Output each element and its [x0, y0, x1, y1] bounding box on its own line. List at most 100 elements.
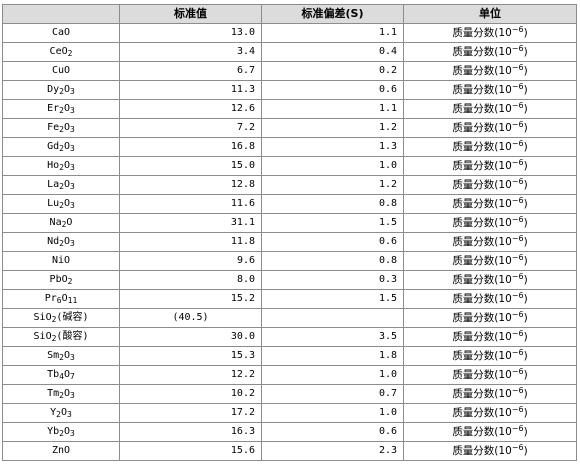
- unit-exponent: −6: [511, 63, 524, 72]
- component-text: Fe: [47, 122, 60, 133]
- unit-suffix: ): [523, 65, 528, 77]
- component-text: Yb: [47, 426, 60, 437]
- standard-deviation-cell: 1.5: [261, 213, 404, 233]
- standard-deviation-cell: 0.6: [261, 80, 404, 100]
- table-header-row: 标准值 标准偏差(S) 单位: [2, 4, 577, 24]
- standard-deviation-cell: [261, 308, 404, 328]
- standard-value-cell: 3.4: [119, 42, 262, 62]
- table-row: CaO 13.0 1.1 质量分数(10−6): [2, 23, 577, 43]
- standard-deviation-cell: 0.6: [261, 422, 404, 442]
- unit-prefix: 质量分数(10: [452, 27, 512, 39]
- component-text: O: [64, 84, 71, 95]
- component-text: CaO: [51, 27, 71, 38]
- header-unit: 单位: [403, 4, 577, 24]
- component-cell: ZnO: [2, 441, 120, 461]
- unit-suffix: ): [523, 198, 528, 210]
- component-text: Gd: [47, 141, 60, 152]
- table-row: CuO 6.7 0.2 质量分数(10−6): [2, 61, 577, 81]
- standard-value-cell: 16.3: [119, 422, 262, 442]
- table-row: Nd2O3 11.8 0.6 质量分数(10−6): [2, 232, 577, 252]
- unit-cell: 质量分数(10−6): [403, 23, 577, 43]
- component-subscript: 2: [59, 429, 64, 438]
- unit-prefix: 质量分数(10: [452, 141, 512, 153]
- standard-value-cell: 12.6: [119, 99, 262, 119]
- component-text: O: [61, 293, 68, 304]
- component-text: O: [64, 236, 71, 247]
- component-subscript: 2: [59, 163, 64, 172]
- component-subscript: 2: [61, 220, 67, 229]
- table-row: Pr6O11 15.2 1.5 质量分数(10−6): [2, 289, 577, 309]
- unit-suffix: ): [523, 255, 528, 267]
- component-text: Lu: [47, 198, 60, 209]
- component-subscript: 3: [70, 106, 75, 115]
- standard-value-cell: 12.2: [119, 365, 262, 385]
- header-standard-deviation: 标准偏差(S): [261, 4, 404, 24]
- unit-suffix: ): [523, 46, 528, 58]
- standard-value-cell: 15.3: [119, 346, 262, 366]
- unit-cell: 质量分数(10−6): [403, 346, 577, 366]
- unit-suffix: ): [523, 426, 528, 438]
- component-text: Sm: [47, 350, 60, 361]
- component-subscript: 4: [59, 372, 64, 381]
- component-cell: Y2O3: [2, 403, 120, 423]
- unit-exponent: −6: [511, 424, 524, 433]
- unit-suffix: ): [523, 312, 528, 324]
- component-cell: SiO2(酸容): [2, 327, 120, 347]
- unit-cell: 质量分数(10−6): [403, 61, 577, 81]
- unit-exponent: −6: [511, 177, 524, 186]
- component-text: O: [64, 160, 71, 171]
- table-row: PbO2 8.0 0.3 质量分数(10−6): [2, 270, 577, 290]
- unit-exponent: −6: [511, 82, 524, 91]
- component-cell: PbO2: [2, 270, 120, 290]
- unit-prefix: 质量分数(10: [452, 312, 512, 324]
- unit-exponent: −6: [511, 310, 524, 319]
- table-row: Tm2O3 10.2 0.7 质量分数(10−6): [2, 384, 577, 404]
- unit-prefix: 质量分数(10: [452, 407, 512, 419]
- component-text: O: [66, 217, 73, 228]
- component-text: Tb: [47, 369, 60, 380]
- unit-exponent: −6: [511, 329, 524, 338]
- unit-prefix: 质量分数(10: [452, 445, 512, 457]
- component-cell: Na2O: [2, 213, 120, 233]
- unit-cell: 质量分数(10−6): [403, 118, 577, 138]
- component-subscript: 3: [70, 125, 75, 134]
- component-cell: Ho2O3: [2, 156, 120, 176]
- standard-value-cell: 8.0: [119, 270, 262, 290]
- unit-prefix: 质量分数(10: [452, 122, 512, 134]
- component-subscript: 3: [70, 201, 75, 210]
- standard-deviation-cell: 1.0: [261, 365, 404, 385]
- component-text: O: [64, 369, 71, 380]
- component-text: Na: [49, 217, 62, 228]
- standard-deviation-cell: 0.6: [261, 232, 404, 252]
- component-subscript: 2: [59, 125, 64, 134]
- unit-prefix: 质量分数(10: [452, 369, 512, 381]
- component-cell: NiO: [2, 251, 120, 271]
- component-cell: Tb4O7: [2, 365, 120, 385]
- component-subscript: 6: [56, 296, 62, 305]
- component-text: Tm: [47, 388, 60, 399]
- component-text: (碱容): [56, 312, 89, 323]
- unit-exponent: −6: [511, 158, 524, 167]
- table-row: Yb2O3 16.3 0.6 质量分数(10−6): [2, 422, 577, 442]
- unit-suffix: ): [523, 217, 528, 229]
- component-subscript: 3: [70, 429, 75, 438]
- unit-prefix: 质量分数(10: [452, 46, 512, 58]
- unit-exponent: −6: [511, 44, 524, 53]
- standard-deviation-cell: 1.1: [261, 99, 404, 119]
- unit-prefix: 质量分数(10: [452, 388, 512, 400]
- table-row: SiO2(酸容) 30.0 3.5 质量分数(10−6): [2, 327, 577, 347]
- component-subscript: 3: [70, 163, 75, 172]
- table-row: Y2O3 17.2 1.0 质量分数(10−6): [2, 403, 577, 423]
- table-row: Ho2O3 15.0 1.0 质量分数(10−6): [2, 156, 577, 176]
- unit-suffix: ): [523, 369, 528, 381]
- unit-cell: 质量分数(10−6): [403, 289, 577, 309]
- component-cell: CeO2: [2, 42, 120, 62]
- table-row: Na2O 31.1 1.5 质量分数(10−6): [2, 213, 577, 233]
- standard-value-cell: 17.2: [119, 403, 262, 423]
- component-subscript: 3: [70, 144, 75, 153]
- component-text: ZnO: [51, 445, 71, 456]
- unit-prefix: 质量分数(10: [452, 103, 512, 115]
- table-row: Fe2O3 7.2 1.2 质量分数(10−6): [2, 118, 577, 138]
- unit-prefix: 质量分数(10: [452, 331, 512, 343]
- component-text: La: [47, 179, 60, 190]
